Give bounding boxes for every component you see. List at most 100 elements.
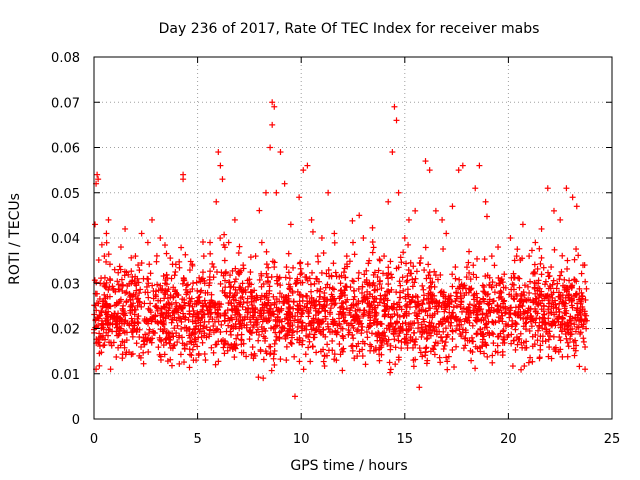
data-point [348,304,355,311]
data-point [176,360,183,367]
data-point [126,321,133,328]
data-point [222,277,229,284]
data-point [250,322,257,329]
data-point [538,288,545,295]
data-point [255,374,262,381]
data-point [402,293,409,300]
data-point [558,268,565,275]
data-point [123,349,130,356]
data-point [427,305,434,312]
data-point [369,293,376,300]
data-point [299,293,306,300]
data-point [283,294,290,301]
data-point [180,176,187,183]
data-point [500,327,507,334]
data-point [129,303,136,310]
data-point [186,295,193,302]
data-point [346,258,353,265]
data-point [490,307,497,314]
data-point [570,338,577,345]
data-point [149,282,156,289]
data-point [227,314,234,321]
data-point [556,276,563,283]
data-point [163,330,170,337]
data-point [339,348,346,355]
data-point [274,273,281,280]
data-point [479,339,486,346]
data-point [288,340,295,347]
data-point [199,306,206,313]
data-point [311,331,318,338]
data-point [189,303,196,310]
data-point [314,253,321,260]
data-point [260,281,267,288]
data-point [96,295,103,302]
data-point [218,321,225,328]
data-point [565,321,572,328]
data-point [534,337,541,344]
data-point [518,290,525,297]
data-point [536,292,543,299]
data-point [300,307,307,314]
data-point [264,299,271,306]
data-point [252,318,259,325]
data-point [125,271,132,278]
data-point [306,275,313,282]
data-point [550,333,557,340]
data-point [115,344,122,351]
data-point [167,292,174,299]
data-point [511,257,518,264]
data-point [187,334,194,341]
data-point [450,304,457,311]
y-tick-label: 0.03 [51,277,80,292]
data-point [349,342,356,349]
data-point [495,314,502,321]
data-point [170,342,177,349]
data-point [96,343,103,350]
data-point [320,346,327,353]
data-point [359,352,366,359]
data-point [217,162,224,169]
data-point [392,344,399,351]
data-point [238,331,245,338]
data-point [142,331,149,338]
data-point [354,353,361,360]
data-point [318,269,325,276]
data-point [249,344,256,351]
data-point [149,216,156,223]
data-point [576,285,583,292]
data-point [312,301,319,308]
data-point [577,330,584,337]
data-point [248,351,255,358]
data-point [184,289,191,296]
data-point [190,280,197,287]
data-point [410,363,417,370]
x-tick-label: 25 [604,432,621,447]
data-point [532,280,539,287]
data-point [271,264,278,271]
data-point [415,325,422,332]
data-point [168,362,175,369]
data-point [436,299,443,306]
data-point [95,176,102,183]
data-point [497,293,504,300]
data-point [555,293,562,300]
data-point [431,351,438,358]
data-point [176,258,183,265]
data-point [555,318,562,325]
data-point [195,350,202,357]
data-point [495,333,502,340]
data-point [187,298,194,305]
data-point [152,318,159,325]
data-point [501,310,508,317]
data-point [426,284,433,291]
data-point [155,344,162,351]
data-point [571,293,578,300]
data-point [112,288,119,295]
data-point [449,327,456,334]
data-point [484,313,491,320]
data-point [453,302,460,309]
data-point [566,277,573,284]
data-point [423,360,430,367]
data-point [243,321,250,328]
